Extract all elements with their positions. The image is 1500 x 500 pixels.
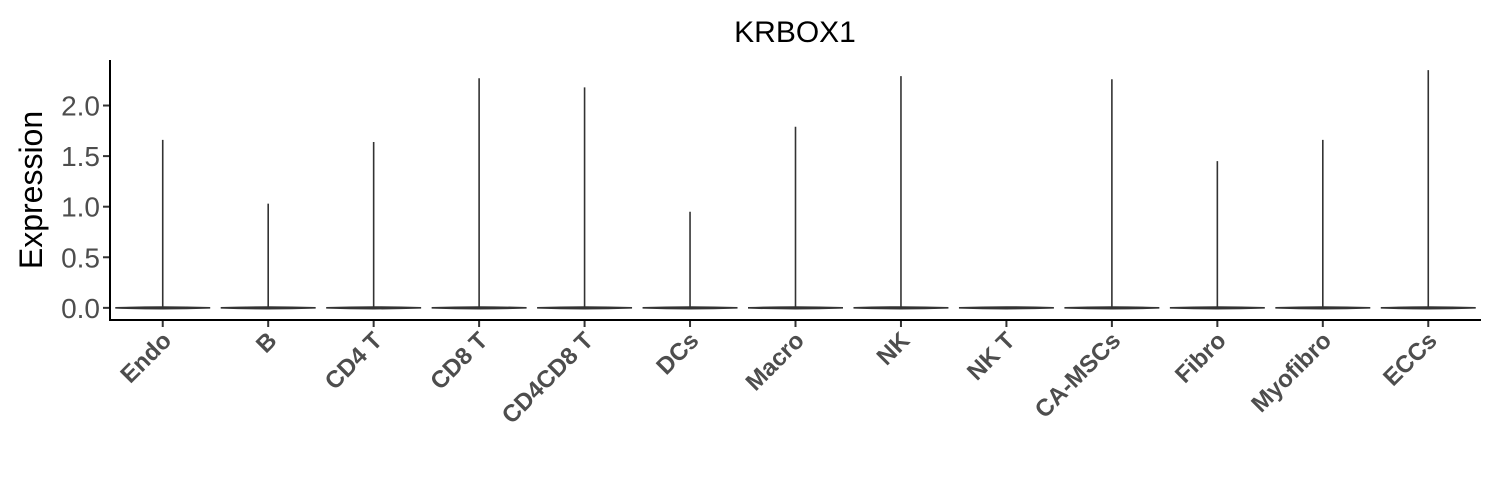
x-tick-label: CD8 T	[425, 327, 493, 395]
violin-2	[326, 141, 422, 310]
x-tick-label: Macro	[741, 327, 810, 396]
violin-4	[537, 87, 633, 310]
violin-base	[115, 306, 211, 310]
violin-base	[853, 306, 949, 310]
violin-base	[958, 306, 1054, 310]
x-tick-label: B	[251, 327, 282, 358]
chart-title: KRBOX1	[734, 16, 856, 49]
y-tick-label: 0.5	[61, 242, 100, 273]
violin-base	[220, 306, 316, 310]
x-tick-label: Fibro	[1170, 327, 1232, 389]
y-tick-label: 1.0	[61, 192, 100, 223]
violin-0	[115, 139, 211, 310]
x-tick-label: Endo	[115, 327, 177, 389]
violin-9	[1064, 79, 1160, 310]
violin-base	[537, 306, 633, 310]
violin-6	[748, 126, 843, 310]
violin-3	[431, 78, 527, 310]
x-tick-label: NK T	[962, 327, 1021, 386]
violin-7	[853, 76, 949, 310]
x-tick-label: DCs	[651, 327, 704, 380]
violin-8	[958, 306, 1054, 310]
violin-10	[1169, 161, 1265, 310]
axis-lines	[109, 60, 1481, 321]
violin-base	[642, 306, 738, 310]
x-tick-label: Myofibro	[1246, 327, 1337, 418]
y-axis-label: Expression	[13, 111, 49, 269]
x-tick-label: CA-MSCs	[1030, 327, 1126, 423]
plot-area: 0.0 0.5 1.0 1.5 2.0 Endo B CD4 T CD8 T CD4CD8 T DC…	[61, 70, 1476, 429]
violin-5	[642, 211, 738, 310]
y-tick-label: 2.0	[61, 91, 100, 122]
x-tick-label: CD4 T	[320, 327, 388, 395]
violin-base	[431, 306, 527, 310]
violin-base	[1275, 306, 1371, 310]
violin-11	[1275, 139, 1371, 310]
x-tick-label: ECCs	[1378, 327, 1442, 391]
violin-base	[748, 306, 843, 310]
violin-base	[1169, 306, 1265, 310]
violin-base	[1064, 306, 1160, 310]
violin-base	[1380, 306, 1476, 310]
x-tick-label: CD4CD8 T	[497, 327, 599, 429]
violin-12	[1380, 70, 1476, 310]
violin-1	[220, 203, 316, 310]
x-tick-label: NK	[872, 327, 916, 371]
violin-base	[326, 306, 422, 310]
y-tick-label: 1.5	[61, 141, 100, 172]
y-tick-label: 0.0	[61, 293, 100, 324]
